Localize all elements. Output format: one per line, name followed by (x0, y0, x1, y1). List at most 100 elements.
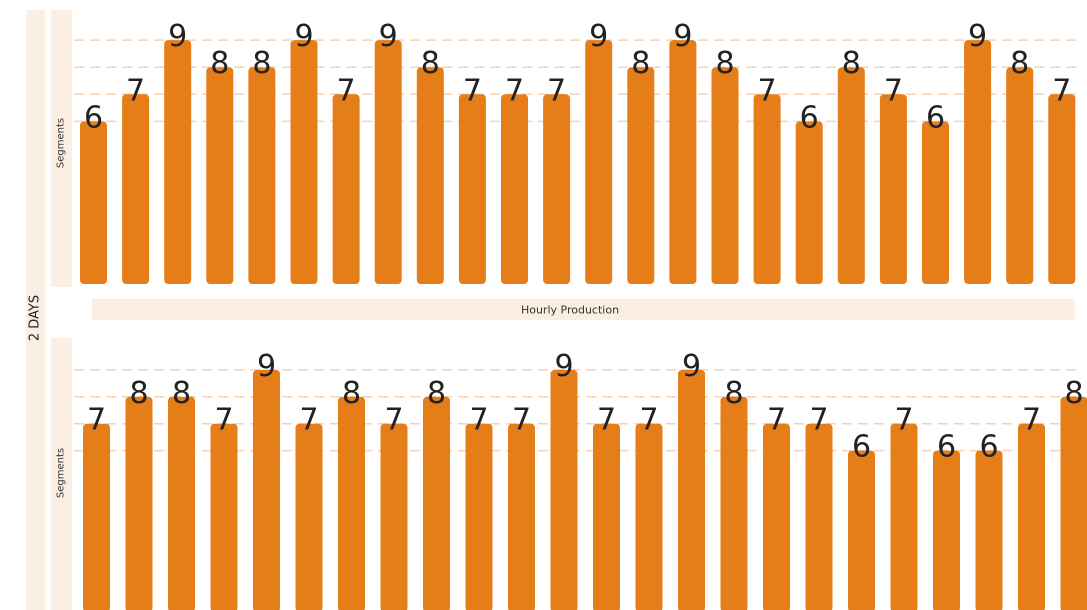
data-label: 8 (842, 46, 861, 81)
data-label: 8 (1064, 376, 1083, 411)
bar (80, 121, 107, 285)
x-axis-label: Hourly Production (520, 303, 620, 317)
data-label: 6 (852, 430, 871, 465)
bar (678, 369, 705, 610)
data-label: 7 (512, 403, 531, 438)
side-band (26, 10, 45, 610)
bar (964, 40, 992, 284)
bar (593, 423, 620, 610)
data-label: 7 (469, 403, 488, 438)
data-label: 7 (87, 403, 106, 438)
data-label: 8 (342, 376, 361, 411)
bar (848, 450, 875, 610)
data-label: 9 (968, 19, 987, 54)
bar (711, 67, 739, 284)
data-label: 7 (384, 403, 403, 438)
data-label: 7 (639, 403, 658, 438)
data-label: 9 (379, 19, 398, 54)
bar (458, 94, 486, 284)
bar (253, 369, 280, 610)
bar (465, 423, 493, 610)
bar (890, 423, 918, 610)
data-label: 7 (1052, 73, 1071, 108)
data-label: 7 (126, 73, 145, 108)
bar (550, 369, 578, 610)
bar (290, 40, 318, 284)
bar (338, 396, 365, 610)
bar (423, 396, 450, 610)
data-label: 7 (299, 403, 318, 438)
data-label: 7 (214, 403, 233, 438)
data-label: 6 (926, 100, 945, 135)
data-label: 7 (547, 73, 566, 108)
data-label: 6 (937, 430, 956, 465)
data-label: 6 (979, 430, 998, 465)
x-axis-band (92, 299, 1075, 320)
bar (210, 423, 238, 610)
bar (627, 67, 655, 284)
data-label: 9 (673, 19, 692, 54)
bar (753, 94, 781, 284)
data-label: 7 (337, 73, 356, 108)
bar (933, 450, 960, 610)
bar (635, 423, 663, 610)
bar (1048, 94, 1076, 284)
data-label: 8 (421, 46, 440, 81)
data-label: 9 (257, 349, 276, 384)
data-label: 7 (767, 403, 786, 438)
bar (879, 94, 907, 284)
bar (416, 67, 444, 284)
bar (83, 423, 110, 610)
data-label: 8 (210, 46, 229, 81)
bar (805, 423, 833, 610)
data-label: 8 (129, 376, 148, 411)
bar (543, 94, 571, 284)
bar (795, 121, 823, 285)
bar (837, 67, 865, 284)
bar (975, 450, 1003, 610)
data-label: 8 (631, 46, 650, 81)
data-label: 9 (554, 349, 573, 384)
data-label: 8 (724, 376, 743, 411)
data-label: 9 (589, 19, 608, 54)
bar (720, 396, 748, 610)
bar (922, 121, 949, 285)
bar (248, 67, 276, 284)
bar (125, 396, 153, 610)
bar (1018, 423, 1045, 610)
data-label: 8 (715, 46, 734, 81)
data-label: 9 (294, 19, 313, 54)
data-label: 7 (597, 403, 616, 438)
bar (508, 423, 535, 610)
data-label: 8 (427, 376, 446, 411)
bar (122, 94, 150, 284)
bar (763, 423, 790, 610)
bar (295, 423, 323, 610)
bar (168, 396, 195, 610)
bar (1006, 67, 1034, 284)
data-label: 7 (505, 73, 524, 108)
data-label: 8 (252, 46, 271, 81)
data-label: 6 (800, 100, 819, 135)
bar (206, 67, 234, 284)
data-label: 6 (84, 100, 103, 135)
bar (669, 40, 697, 284)
bar (501, 94, 528, 284)
bar (374, 40, 402, 284)
data-label: 7 (758, 73, 777, 108)
data-label: 9 (682, 349, 701, 384)
data-label: 8 (172, 376, 191, 411)
data-label: 7 (894, 403, 913, 438)
bottom-panel-axis-band (51, 338, 72, 610)
bar (380, 423, 408, 610)
bar (1060, 396, 1087, 610)
bar (332, 94, 360, 284)
bar (585, 40, 613, 284)
data-label: 8 (1010, 46, 1029, 81)
data-label: 7 (884, 73, 903, 108)
bar (164, 40, 192, 284)
data-label: 7 (1022, 403, 1041, 438)
data-label: 7 (809, 403, 828, 438)
